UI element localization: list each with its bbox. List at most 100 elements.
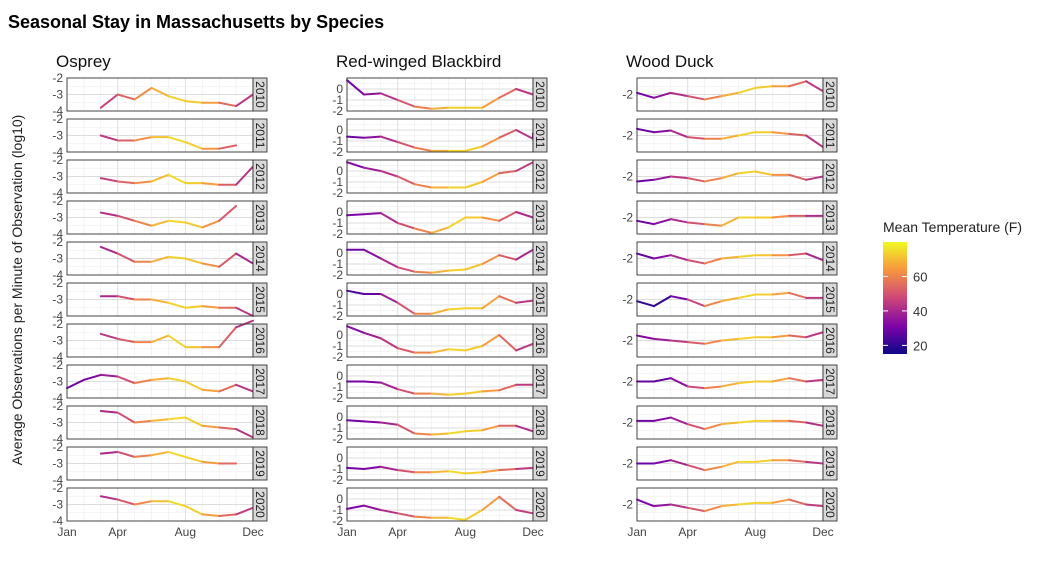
series-2015-segment bbox=[652, 295, 672, 308]
series-2016-segment bbox=[346, 325, 365, 334]
series-2015-segment bbox=[116, 295, 136, 301]
facet-strip bbox=[252, 159, 268, 194]
series-2019-segment bbox=[498, 468, 518, 472]
y-axis-label: Average Observations per Minute of Obser… bbox=[9, 115, 25, 466]
facet-strip-label: 2014 bbox=[253, 245, 267, 272]
facet-title-0: Osprey bbox=[56, 52, 111, 71]
y-tick-label: -1 bbox=[332, 216, 343, 230]
series-2013-segment bbox=[346, 213, 365, 217]
facet-strip bbox=[532, 323, 548, 358]
series-2014-segment bbox=[498, 254, 518, 261]
series-2016-segment bbox=[498, 334, 518, 352]
series-2017-segment bbox=[447, 392, 467, 396]
series-2018-segment bbox=[481, 424, 501, 432]
y-tick-label: -2 bbox=[332, 186, 343, 200]
y-tick-label: -1 bbox=[332, 257, 343, 271]
series-2016-segment bbox=[218, 326, 238, 349]
series-2010-segment bbox=[99, 93, 119, 109]
series-2012-segment bbox=[498, 170, 518, 175]
y-tick-label: -2 bbox=[622, 498, 633, 512]
y-tick-label: -1 bbox=[332, 503, 343, 517]
facet-strip-label: 2011 bbox=[533, 123, 547, 149]
series-2014-segment bbox=[167, 255, 187, 260]
x-tick-label: Apr bbox=[678, 525, 697, 539]
y-tick-label: 0 bbox=[336, 451, 343, 465]
series-2018-segment bbox=[150, 418, 170, 422]
facet-strip-label: 2014 bbox=[533, 245, 547, 272]
series-2017-segment bbox=[788, 377, 808, 383]
y-tick-label: -2 bbox=[52, 71, 63, 85]
facet-strip-label: 2011 bbox=[823, 123, 837, 149]
series-2020-segment bbox=[636, 498, 655, 508]
series-2015-segment bbox=[771, 291, 791, 296]
y-tick-label: -3 bbox=[52, 252, 63, 266]
facet-strip bbox=[532, 405, 548, 440]
series-2013-segment bbox=[481, 216, 501, 222]
series-2013-segment bbox=[396, 222, 416, 230]
series-2016-segment bbox=[737, 336, 757, 340]
series-2010-segment bbox=[362, 92, 382, 96]
y-tick-label: -2 bbox=[52, 153, 63, 167]
series-2017-segment bbox=[218, 383, 238, 393]
series-2014-segment bbox=[669, 254, 689, 262]
series-2019-segment bbox=[379, 465, 399, 472]
facet-strip bbox=[532, 159, 548, 194]
y-tick-label: -2 bbox=[52, 235, 63, 249]
y-tick-label: -3 bbox=[52, 457, 63, 471]
series-2012-segment bbox=[636, 178, 655, 183]
facet-strip bbox=[252, 200, 268, 235]
facet-strip bbox=[532, 118, 548, 153]
y-tick-label: -2 bbox=[622, 375, 633, 389]
series-2012-segment bbox=[396, 175, 416, 186]
y-tick-label: -2 bbox=[332, 268, 343, 282]
series-2016-segment bbox=[167, 334, 187, 349]
series-2010-segment bbox=[133, 86, 153, 101]
facet-strip bbox=[252, 282, 268, 317]
series-2016-segment bbox=[396, 347, 416, 354]
y-tick-label: -3 bbox=[52, 88, 63, 102]
series-2020-segment bbox=[362, 504, 382, 511]
series-2017-segment bbox=[652, 377, 672, 383]
series-2016-segment bbox=[464, 345, 484, 352]
facet-strip-label: 2010 bbox=[823, 81, 837, 108]
series-2010-segment bbox=[805, 80, 824, 93]
series-2020-segment bbox=[515, 509, 534, 515]
series-2018-segment bbox=[346, 419, 365, 423]
series-2011-segment bbox=[686, 136, 706, 140]
series-2020-segment bbox=[396, 512, 416, 518]
series-2017-segment bbox=[116, 375, 136, 385]
series-2010-segment bbox=[515, 88, 534, 96]
series-2010-segment bbox=[754, 85, 774, 89]
series-2014-segment bbox=[447, 268, 467, 272]
series-2011-segment bbox=[396, 141, 416, 149]
series-2016-segment bbox=[788, 334, 808, 339]
y-tick-label: -2 bbox=[52, 440, 63, 454]
y-tick-label: -2 bbox=[332, 309, 343, 323]
facet-strip bbox=[252, 405, 268, 440]
series-2014-segment bbox=[201, 262, 221, 268]
series-2011-segment bbox=[515, 129, 534, 140]
series-2010-segment bbox=[413, 105, 433, 110]
series-2019-segment bbox=[362, 465, 382, 470]
series-2013-segment bbox=[133, 219, 153, 227]
series-2011-segment bbox=[669, 129, 689, 139]
y-tick-label: 0 bbox=[336, 287, 343, 301]
series-2015-segment bbox=[379, 293, 399, 304]
legend-tick-label: 40 bbox=[913, 304, 927, 319]
series-2013-segment bbox=[652, 218, 672, 226]
facet-strip bbox=[252, 241, 268, 276]
series-2014-segment bbox=[413, 270, 433, 274]
facet-strip bbox=[822, 487, 838, 522]
facet-strip-label: 2018 bbox=[253, 409, 267, 436]
series-2013-segment bbox=[379, 212, 399, 224]
y-tick-label: -3 bbox=[52, 170, 63, 184]
facet-strip-label: 2012 bbox=[533, 163, 547, 190]
y-tick-label: -2 bbox=[332, 227, 343, 241]
series-2014-segment bbox=[737, 254, 757, 258]
series-2014-segment bbox=[805, 252, 824, 262]
x-tick-label: Aug bbox=[175, 525, 196, 539]
series-2017-segment bbox=[82, 373, 102, 381]
series-2017-segment bbox=[720, 382, 740, 388]
y-tick-label: 0 bbox=[336, 164, 343, 178]
